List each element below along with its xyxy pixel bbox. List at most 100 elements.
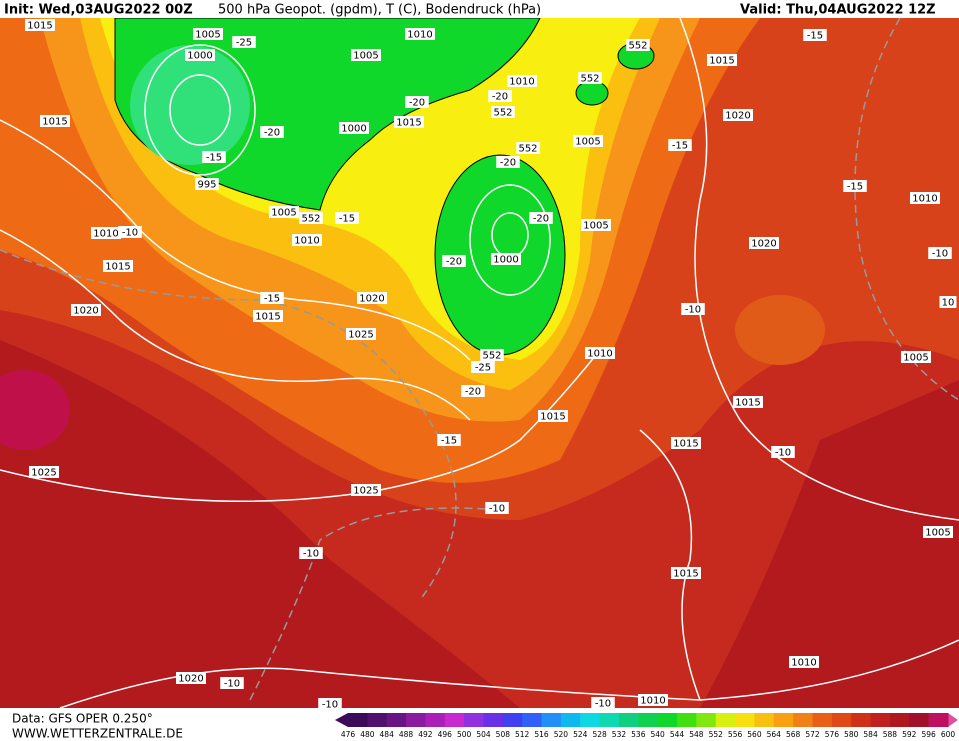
pressure-label: -25 <box>236 38 252 49</box>
pressure-label: 1020 <box>178 674 203 685</box>
pressure-label: 1015 <box>735 398 760 409</box>
colorbar-swatch <box>444 713 465 727</box>
colorbar-label: 496 <box>438 730 453 739</box>
map-title: 500 hPa Geopot. (gpdm), T (C), Bodendruc… <box>218 3 541 18</box>
colorbar-swatch <box>541 713 562 727</box>
init-time: Init: Wed,03AUG2022 00Z <box>4 3 193 18</box>
pressure-label: -15 <box>672 141 688 152</box>
isobar <box>639 429 701 701</box>
label-box <box>292 234 322 246</box>
colorbar-label: 476 <box>341 730 356 739</box>
colorbar-swatch <box>502 713 523 727</box>
label-box <box>480 349 504 361</box>
pressure-label: 1010 <box>294 236 319 247</box>
pressure-label: 995 <box>197 180 216 191</box>
colorbar-end <box>948 713 958 727</box>
colorbar-swatch <box>406 713 426 727</box>
colorbar-label: 484 <box>380 730 395 739</box>
colorbar-label: 548 <box>689 730 704 739</box>
colorbar-label: 480 <box>360 730 375 739</box>
pressure-label: 1015 <box>709 56 734 67</box>
label-box <box>681 303 705 315</box>
label-box <box>357 292 387 304</box>
pressure-label: -25 <box>475 363 491 374</box>
label-box <box>585 347 615 359</box>
pressure-label: -10 <box>303 549 319 560</box>
colorbar-swatch <box>677 713 697 727</box>
label-box <box>626 39 650 51</box>
label-box <box>40 115 70 127</box>
label-box <box>405 96 429 108</box>
label-box <box>461 385 485 397</box>
label-box <box>485 502 509 514</box>
colorbar-label: 580 <box>844 730 859 739</box>
label-box <box>346 328 376 340</box>
pressure-label: -10 <box>685 305 701 316</box>
colorbar-label: 596 <box>921 730 936 739</box>
colorbar-swatch <box>812 713 833 727</box>
colorbar-end <box>335 713 348 727</box>
label-box <box>488 90 512 102</box>
pressure-label: -20 <box>533 214 549 225</box>
pressure-label: -20 <box>492 92 508 103</box>
pressure-label: -10 <box>122 228 138 239</box>
pressure-label: 1005 <box>195 30 220 41</box>
label-box <box>733 396 763 408</box>
pressure-label: -10 <box>224 679 240 690</box>
field-magenta <box>0 370 70 450</box>
label-box <box>491 253 521 265</box>
colorbar-label: 520 <box>554 730 569 739</box>
colorbar-swatch <box>367 713 388 727</box>
pressure-label: 1015 <box>396 118 421 129</box>
label-box <box>910 192 940 204</box>
label-box <box>71 304 101 316</box>
pressure-label: 1015 <box>27 21 52 32</box>
colorbar-swatch <box>580 713 601 727</box>
isobar <box>679 17 959 521</box>
colorbar: 476 480 484 488 492 496 500 504 508 512 516 520 524 5… <box>341 713 955 739</box>
label-box <box>269 206 299 218</box>
pressure-label: 1010 <box>587 349 612 360</box>
label-box <box>491 106 515 118</box>
colorbar-label: 588 <box>883 730 898 739</box>
pressure-label: 1005 <box>353 51 378 62</box>
colorbar-swatch <box>386 713 407 727</box>
isobar <box>0 119 471 361</box>
colorbar-label: 556 <box>728 730 743 739</box>
pressure-label: -15 <box>847 182 863 193</box>
pressure-label: 1015 <box>42 117 67 128</box>
label-box <box>185 49 215 61</box>
pressure-label: 1015 <box>673 569 698 580</box>
colorbar-label: 536 <box>631 730 646 739</box>
label-box <box>25 19 55 31</box>
valid-time: Valid: Thu,04AUG2022 12Z <box>740 3 936 18</box>
label-box <box>939 296 957 308</box>
label-box <box>749 237 779 249</box>
label-box <box>220 677 244 689</box>
label-box <box>843 180 867 192</box>
pressure-label: 552 <box>580 74 599 85</box>
colorbar-swatch <box>889 713 910 727</box>
pressure-label: 1010 <box>407 30 432 41</box>
pressure-label: 552 <box>482 351 501 362</box>
label-box <box>578 72 602 84</box>
label-box <box>202 151 226 163</box>
pressure-label: -20 <box>264 128 280 139</box>
colorbar-label: 488 <box>399 730 414 739</box>
pressure-label: 1010 <box>509 77 534 88</box>
colorbar-label: 528 <box>592 730 607 739</box>
isobar <box>169 74 231 146</box>
colorbar-label: 508 <box>496 730 511 739</box>
data-source: Data: GFS OPER 0.250° <box>12 712 153 726</box>
label-box <box>771 446 795 458</box>
colorbar-label: 532 <box>612 730 627 739</box>
label-box <box>91 227 121 239</box>
colorbar-swatch <box>425 713 446 727</box>
pressure-label: -20 <box>446 257 462 268</box>
label-box <box>176 672 206 684</box>
isobar <box>144 44 256 176</box>
label-box <box>118 226 142 238</box>
colorbar-label: 500 <box>457 730 472 739</box>
pressure-label: -20 <box>500 158 516 169</box>
